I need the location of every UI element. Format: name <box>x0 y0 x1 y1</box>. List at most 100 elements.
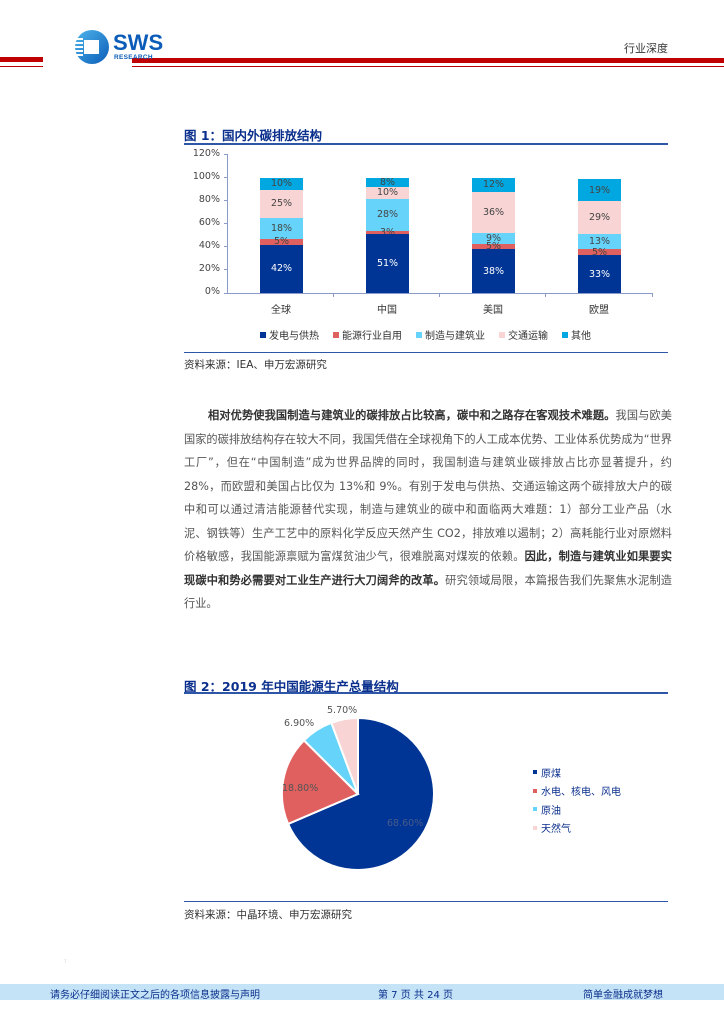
legend-item: 天然气 <box>533 819 621 838</box>
sws-logo: SWS RESEARCH <box>73 30 170 68</box>
legend-item: 发电与供热 <box>260 327 319 342</box>
legend-swatch <box>260 331 266 338</box>
y-tick-mark <box>224 293 228 294</box>
pie-slice-hydro-nuclear-wind <box>281 738 360 826</box>
pie-slice-coal <box>286 716 435 871</box>
footer-page-number: 第 7 页 共 24 页 <box>378 990 453 1001</box>
bar-seg-manufacturing: 13% <box>578 234 621 250</box>
x-label: 欧盟 <box>589 305 609 316</box>
footer-disclaimer: 请务必仔细阅读正文之后的各项信息披露与声明 <box>50 990 260 1001</box>
y-tick-mark <box>224 269 228 270</box>
figure1-bottom-rule <box>184 352 668 353</box>
figure2-title: 图 2：2019 年中国能源生产总量结构 <box>184 679 399 694</box>
bar-seg-energy-self: 5% <box>260 236 303 247</box>
legend-swatch <box>533 825 537 830</box>
legend-swatch <box>333 331 339 338</box>
bar-seg-manufacturing: 28% <box>366 198 409 231</box>
bar-seg-energy-self: 5% <box>472 241 515 252</box>
figure2-title-rule <box>184 692 668 694</box>
pie-label-gas: 5.70% <box>327 705 358 716</box>
legend-item: 制造与建筑业 <box>416 327 485 342</box>
paragraph-text-end: 研究领域局限，本篇报告我们先聚焦水泥制造行业。 <box>184 573 672 611</box>
header-rule-right-thick <box>132 58 724 63</box>
legend-item: 原油 <box>533 800 621 819</box>
y-tick-mark <box>224 246 228 247</box>
x-label: 全球 <box>271 305 291 316</box>
logo-subtext: RESEARCH <box>114 54 153 61</box>
legend-swatch <box>533 788 537 793</box>
legend-item: 其他 <box>562 327 591 342</box>
pie-label-oil: 6.90% <box>284 718 315 729</box>
header-rule-right-thin <box>132 66 724 67</box>
figure1-title-rule <box>184 143 668 145</box>
footer-bar <box>0 984 724 1000</box>
page-mark: 7 <box>64 959 67 964</box>
body-paragraph: 相对优势使我国制造与建筑业的碳排放占比较高，碳中和之路存在客观技术难题。我国与欧… <box>184 404 672 616</box>
legend-item: 原煤 <box>533 763 621 782</box>
bar-china: 8% 10% 28% 3% 51% <box>366 177 409 293</box>
bar-seg-power-heat: 33% <box>578 255 621 293</box>
bar-usa: 12% 36% 9% 5% 38% <box>472 178 515 293</box>
legend-swatch <box>533 770 537 775</box>
y-tick-label: 20% <box>198 263 220 274</box>
bar-seg-other: 12% <box>472 178 515 192</box>
bar-seg-transport: 10% <box>366 187 409 199</box>
y-tick-mark <box>224 154 228 155</box>
y-tick-mark <box>224 200 228 201</box>
bar-seg-transport: 25% <box>260 189 303 219</box>
figure2-bottom-rule <box>184 901 668 902</box>
paragraph-lead-bold: 相对优势使我国制造与建筑业的碳排放占比较高，碳中和之路存在客观技术难题。 <box>208 409 616 422</box>
x-axis <box>227 293 653 294</box>
y-tick-mark <box>224 223 228 224</box>
header-rule-left-thick <box>0 57 43 62</box>
bar-seg-power-heat: 42% <box>260 244 303 293</box>
bar-seg-other: 10% <box>260 178 303 190</box>
paragraph-conclusion-bold: 因此，制造与建筑业如果要实现碳中和势必需要对工业生产进行大刀阔斧的改革。 <box>184 550 672 587</box>
y-tick-label: 60% <box>198 217 220 228</box>
header-rule-left-thin <box>0 66 43 67</box>
y-tick-label: 40% <box>198 240 220 251</box>
y-tick-label: 120% <box>192 148 220 159</box>
y-tick-mark <box>224 177 228 178</box>
report-type-tag: 行业深度 <box>624 42 668 55</box>
x-label: 中国 <box>377 305 397 316</box>
bar-seg-transport: 36% <box>472 191 515 234</box>
bar-seg-energy-self: 3% <box>366 227 409 238</box>
bar-seg-power-heat: 51% <box>366 234 409 293</box>
legend-swatch <box>533 807 537 812</box>
figure2-pie-chart <box>280 716 440 876</box>
bar-global: 10% 25% 18% 5% 42% <box>260 178 303 293</box>
figure1-stacked-bar-chart: 120% 100% 80% 60% 40% 20% 0% 10% 25% 18%… <box>184 145 668 350</box>
legend-swatch <box>562 331 568 338</box>
pie-legend: 原煤 水电、核电、风电 原油 天然气 <box>533 763 621 837</box>
figure1-source: 资料来源：IEA、申万宏源研究 <box>184 359 327 371</box>
bar-seg-manufacturing: 9% <box>472 233 515 244</box>
legend-item: 水电、核电、风电 <box>533 782 621 801</box>
bar-seg-other: 8% <box>366 177 409 188</box>
paragraph-text: 我国与欧美国家的碳排放结构存在较大不同，我国凭借在全球视角下的人工成本优势、工业… <box>184 409 672 563</box>
pie-label-coal: 68.60% <box>387 818 424 829</box>
x-tick-mark <box>439 293 440 297</box>
legend-item: 交通运输 <box>499 327 548 342</box>
y-tick-label: 100% <box>192 171 220 182</box>
logo-emblem-icon <box>73 30 109 64</box>
figure2-source: 资料来源：中晶环境、申万宏源研究 <box>184 909 352 921</box>
x-tick-mark <box>652 293 653 297</box>
legend-swatch <box>499 331 505 338</box>
y-tick-label: 0% <box>204 286 220 297</box>
x-tick-mark <box>333 293 334 297</box>
bar-seg-energy-self: 5% <box>578 247 621 258</box>
y-tick-label: 80% <box>198 194 220 205</box>
legend-swatch <box>416 331 422 338</box>
bar-seg-transport: 29% <box>578 200 621 235</box>
legend-item: 能源行业自用 <box>333 327 402 342</box>
x-label: 美国 <box>483 305 503 316</box>
bar-seg-other: 19% <box>578 179 621 201</box>
pie-slice-gas <box>330 716 359 795</box>
logo-text: SWS <box>113 30 164 55</box>
pie-label-hydro: 18.80% <box>282 783 319 794</box>
pie-svg <box>281 716 435 871</box>
figure1-title: 图 1：国内外碳排放结构 <box>184 128 323 143</box>
bar-seg-power-heat: 38% <box>472 249 515 293</box>
bar-seg-manufacturing: 18% <box>260 218 303 239</box>
